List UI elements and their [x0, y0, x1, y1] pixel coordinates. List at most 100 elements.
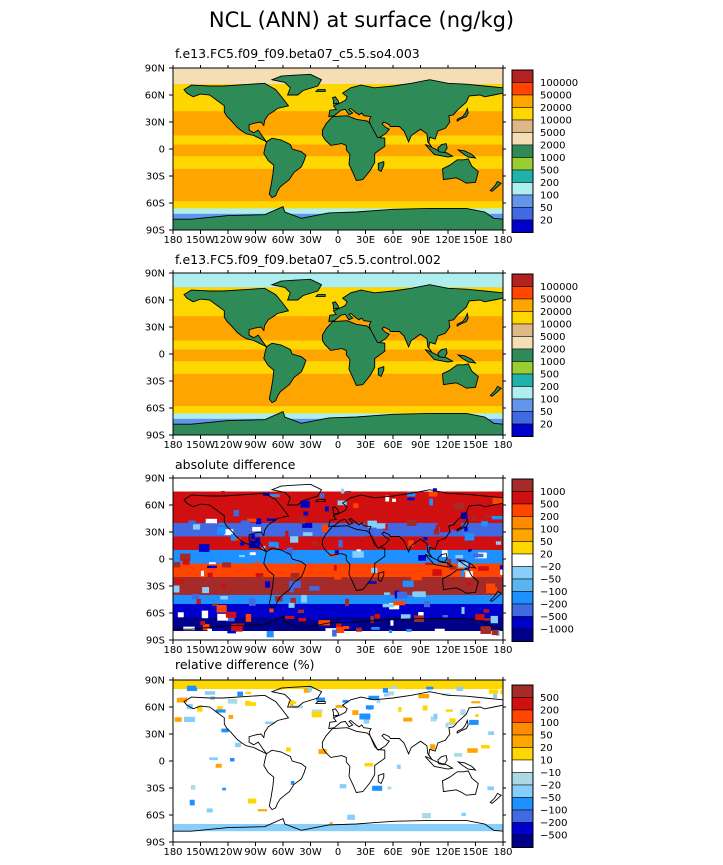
- x-tick-label: 180: [163, 847, 182, 858]
- x-tick-label: 180: [493, 847, 512, 858]
- australia-coastline: [442, 568, 479, 594]
- diff-patch: [332, 629, 337, 637]
- diff-patch: [200, 570, 204, 577]
- x-tick-label: 30E: [356, 847, 375, 858]
- colorbar-label: −500: [540, 831, 567, 842]
- colorbar-box: [511, 386, 534, 400]
- x-tick-label: 0: [335, 847, 341, 858]
- ocean-band: [173, 478, 503, 492]
- diff-patch: [329, 822, 333, 825]
- y-tick-label: 60S: [146, 811, 165, 822]
- japan-coastline: [456, 516, 469, 532]
- x-tick-label: 120E: [435, 440, 460, 451]
- colorbar-box: [511, 286, 534, 300]
- diff-patch: [366, 535, 374, 539]
- diff-patch: [220, 596, 228, 600]
- diff-patch: [250, 534, 255, 540]
- diff-patch: [302, 532, 313, 536]
- diff-patch: [490, 615, 498, 624]
- colorbar-box: [511, 516, 534, 530]
- diff-patch: [338, 539, 343, 548]
- diff-patch: [435, 525, 439, 531]
- colorbar-box: [511, 348, 534, 362]
- diff-patch: [240, 541, 245, 546]
- diff-patch: [257, 809, 268, 812]
- x-tick-label: 120E: [435, 847, 460, 858]
- diff-patch: [442, 693, 451, 696]
- colorbar-box: [511, 373, 534, 387]
- australia-coastline: [442, 158, 479, 184]
- colorbar-label: −500: [540, 612, 567, 623]
- diff-patch: [275, 542, 279, 549]
- x-tick-label: 90W: [244, 645, 267, 656]
- diff-patch: [363, 717, 370, 724]
- madagascar-coastline: [377, 570, 385, 583]
- diff-patch: [222, 562, 232, 568]
- y-tick-label: 90S: [146, 636, 165, 647]
- diff-patch: [403, 717, 413, 722]
- x-tick-label: 90W: [244, 440, 267, 451]
- diff-patch: [426, 545, 431, 550]
- colorbar-box: [511, 107, 534, 121]
- x-tick-label: 90E: [411, 847, 430, 858]
- colorbar-box: [511, 132, 534, 146]
- diff-patch: [265, 721, 275, 724]
- diff-patch: [214, 516, 226, 521]
- iceland-coastline: [314, 89, 326, 92]
- colorbar-label: 100: [540, 525, 559, 536]
- diff-patch: [341, 488, 345, 494]
- colorbar-label: 500: [540, 370, 559, 381]
- north-america-coastline: [183, 694, 290, 755]
- colorbar-label: 5000: [540, 332, 565, 343]
- colorbar-label: 20: [540, 420, 553, 431]
- x-tick-label: 0: [335, 645, 341, 656]
- colorbar-label: 20: [540, 216, 553, 227]
- x-tick-label: 60W: [272, 645, 295, 656]
- colorbar-label: 200: [540, 706, 559, 717]
- panel-4-title: relative difference (%): [175, 657, 315, 672]
- antarctica-coastline: [173, 205, 503, 230]
- diff-patch: [466, 581, 472, 585]
- x-tick-label: 60W: [272, 235, 295, 246]
- diff-patch: [265, 581, 271, 588]
- colorbar-box: [511, 336, 534, 350]
- diff-patch: [393, 601, 406, 606]
- borneo-coastline: [437, 348, 448, 359]
- colorbar-label: −200: [540, 600, 567, 611]
- madagascar-coastline: [377, 772, 385, 785]
- diff-patch: [334, 550, 339, 554]
- diff-patch: [307, 686, 313, 692]
- y-tick-label: 60N: [145, 296, 165, 307]
- colorbar-label: 200: [540, 178, 559, 189]
- diff-patch: [182, 559, 190, 565]
- diff-patch: [463, 569, 467, 572]
- japan-coastline: [456, 311, 469, 327]
- diff-patch: [351, 623, 359, 627]
- south-america-coastline: [263, 342, 307, 404]
- diff-patch: [385, 495, 390, 502]
- diff-patch: [464, 533, 475, 541]
- diff-patch: [467, 748, 478, 753]
- diff-patch: [492, 497, 503, 505]
- diff-patch: [230, 757, 235, 762]
- map-fill-2: [173, 273, 503, 435]
- ocean-band: [173, 413, 503, 419]
- diff-patch: [408, 540, 414, 547]
- diff-patch: [396, 552, 402, 557]
- diff-patch: [184, 716, 195, 722]
- diff-patch: [174, 717, 182, 722]
- indonesia-coastline: [424, 554, 454, 568]
- diff-patch: [445, 709, 453, 712]
- colorbar-box: [511, 157, 534, 171]
- diff-patch: [352, 710, 359, 716]
- colorbar-box: [511, 772, 534, 786]
- x-tick-label: 30E: [356, 440, 375, 451]
- diff-patch: [429, 498, 434, 506]
- x-tick-label: 150E: [463, 847, 488, 858]
- colorbar-box: [511, 709, 534, 723]
- diff-patch: [394, 590, 400, 599]
- y-tick-label: 90N: [145, 269, 165, 280]
- diff-patch: [207, 565, 217, 569]
- y-tick-label: 30S: [146, 172, 165, 183]
- diff-patch: [418, 694, 430, 699]
